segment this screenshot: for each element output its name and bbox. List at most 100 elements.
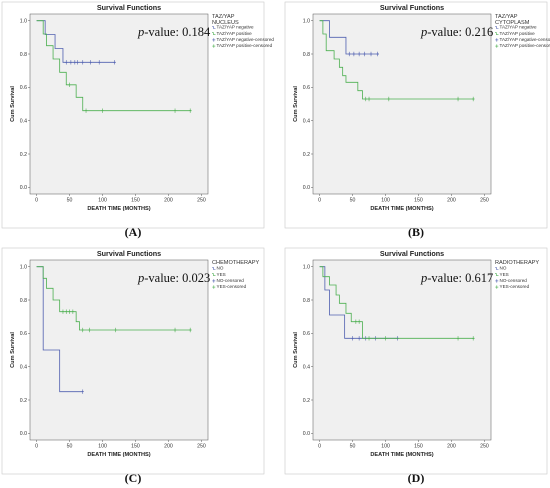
legend-item-label: TAZ/YAP negative xyxy=(500,25,537,30)
x-tick-label: 50 xyxy=(350,444,356,450)
plot-area xyxy=(312,259,492,441)
p-value-annotation: p-value: 0.184 xyxy=(137,25,211,39)
x-tick-label: 100 xyxy=(381,444,390,450)
legend-swatch-step xyxy=(212,267,216,270)
y-tick-label: 0.2 xyxy=(20,398,27,404)
y-tick-label: 0.4 xyxy=(303,364,310,370)
y-tick-label: 0.8 xyxy=(20,298,27,304)
y-tick-label: 0.0 xyxy=(20,185,27,191)
legend-item-label: NO xyxy=(500,266,507,271)
y-tick-label: 0.6 xyxy=(20,331,27,337)
x-tick-label: 100 xyxy=(381,198,390,204)
x-tick-label: 150 xyxy=(131,444,140,450)
y-tick-label: 0.4 xyxy=(20,364,27,370)
legend-title: CHEMOTHERAPY xyxy=(212,260,260,266)
x-tick-label: 250 xyxy=(197,198,206,204)
legend-title: RADIOTHERAPY xyxy=(495,260,539,266)
chart-panel-0: Survival Functions 0.0 0.2 0.4 0.6 0.8 1.0 0 50 1… xyxy=(1,1,274,239)
y-tick-label: 1.0 xyxy=(20,18,27,24)
legend-title-line: NUCLEUS xyxy=(212,20,239,26)
y-axis-label: Cum Survival xyxy=(10,86,16,122)
y-tick-label: 0.4 xyxy=(303,118,310,124)
p-value-italic-p: p xyxy=(420,25,427,39)
x-axis-label: DEATH TIME (MONTHS) xyxy=(87,452,150,458)
legend-item-label: TAZ/YAP positive xyxy=(500,31,536,36)
legend-swatch-step xyxy=(495,273,499,277)
p-value-text: -value: 0.617 xyxy=(427,271,493,285)
x-tick-label: 150 xyxy=(414,198,423,204)
plot-area xyxy=(29,13,209,195)
x-tick-label: 250 xyxy=(480,444,489,450)
x-tick-label: 50 xyxy=(67,198,73,204)
p-value-annotation: p-value: 0.617 xyxy=(420,271,493,285)
x-tick-label: 0 xyxy=(318,198,321,204)
series-line-1 xyxy=(36,20,192,112)
x-tick-label: 250 xyxy=(480,198,489,204)
legend-item-label: TAZ/YAP negative xyxy=(217,25,254,30)
p-value-annotation: p-value: 0.216 xyxy=(420,25,493,39)
legend-item-label: NO xyxy=(217,266,224,271)
plot-area xyxy=(312,13,492,195)
y-tick-label: 0.0 xyxy=(20,431,27,437)
y-tick-label: 1.0 xyxy=(303,264,310,270)
x-tick-label: 200 xyxy=(447,198,456,204)
chart-title: Survival Functions xyxy=(97,249,161,258)
legend-title-line: TAZ/YAP xyxy=(495,14,518,20)
x-tick-label: 100 xyxy=(98,444,107,450)
p-value-text: -value: 0.216 xyxy=(427,25,493,39)
x-axis-label: DEATH TIME (MONTHS) xyxy=(87,206,150,212)
legend-swatch-step xyxy=(212,32,216,36)
x-tick-label: 150 xyxy=(131,198,140,204)
y-tick-label: 0.6 xyxy=(303,85,310,91)
legend-title-line: CYTOPLASM xyxy=(495,20,530,26)
legend-item-label: NO-censored xyxy=(500,278,528,283)
y-tick-label: 0.2 xyxy=(303,152,310,158)
x-tick-label: 200 xyxy=(447,444,456,450)
series-line-1 xyxy=(36,266,192,331)
legend-title-line: TAZ/YAP xyxy=(212,14,235,20)
x-tick-label: 0 xyxy=(35,444,38,450)
y-tick-label: 0.4 xyxy=(20,118,27,124)
legend-item-label: TAZ/YAP positive xyxy=(217,31,253,36)
legend-item-label: YES-censored xyxy=(500,284,530,289)
x-tick-label: 50 xyxy=(67,444,73,450)
x-tick-label: 50 xyxy=(350,198,356,204)
legend-swatch-step xyxy=(495,32,499,36)
y-tick-label: 0.6 xyxy=(20,85,27,91)
p-value-text: -value: 0.023 xyxy=(144,271,210,285)
x-tick-label: 100 xyxy=(98,198,107,204)
chart-title: Survival Functions xyxy=(380,3,444,12)
legend-swatch-step xyxy=(212,273,216,277)
y-tick-label: 0.2 xyxy=(303,398,310,404)
y-tick-label: 0.8 xyxy=(303,52,310,58)
p-value-text: -value: 0.184 xyxy=(144,25,211,39)
x-tick-label: 150 xyxy=(414,444,423,450)
panel-letter: (A) xyxy=(125,225,142,239)
panel-letter: (D) xyxy=(408,471,425,485)
x-tick-label: 0 xyxy=(318,444,321,450)
legend-title: TAZ/YAP CYTOPLASM xyxy=(495,14,530,26)
y-axis-label: Cum Survival xyxy=(10,332,16,368)
y-axis-label: Cum Survival xyxy=(293,86,299,122)
y-axis-label: Cum Survival xyxy=(293,332,299,368)
panel-letter: (B) xyxy=(408,225,424,239)
chart-title: Survival Functions xyxy=(380,249,444,258)
legend-item-label: YES xyxy=(500,272,509,277)
y-tick-label: 0.6 xyxy=(303,331,310,337)
legend-item-label: TAZ/YAP negative-censored xyxy=(500,37,550,42)
x-tick-label: 200 xyxy=(164,198,173,204)
series-line-0 xyxy=(319,20,379,55)
legend-item-label: YES-censored xyxy=(217,284,247,289)
legend-title: TAZ/YAP NUCLEUS xyxy=(212,14,239,26)
y-tick-label: 0.2 xyxy=(20,152,27,158)
legend-swatch-step xyxy=(495,26,499,29)
chart-panel-2: Survival Functions 0.0 0.2 0.4 0.6 0.8 1.0 0 50 1… xyxy=(1,247,265,485)
y-tick-label: 1.0 xyxy=(20,264,27,270)
legend-item-label: NO-censored xyxy=(217,278,245,283)
x-axis-label: DEATH TIME (MONTHS) xyxy=(370,206,433,212)
legend-swatch-step xyxy=(212,26,216,29)
chart-title: Survival Functions xyxy=(97,3,161,12)
panel-letter: (C) xyxy=(125,471,142,485)
x-tick-label: 250 xyxy=(197,444,206,450)
